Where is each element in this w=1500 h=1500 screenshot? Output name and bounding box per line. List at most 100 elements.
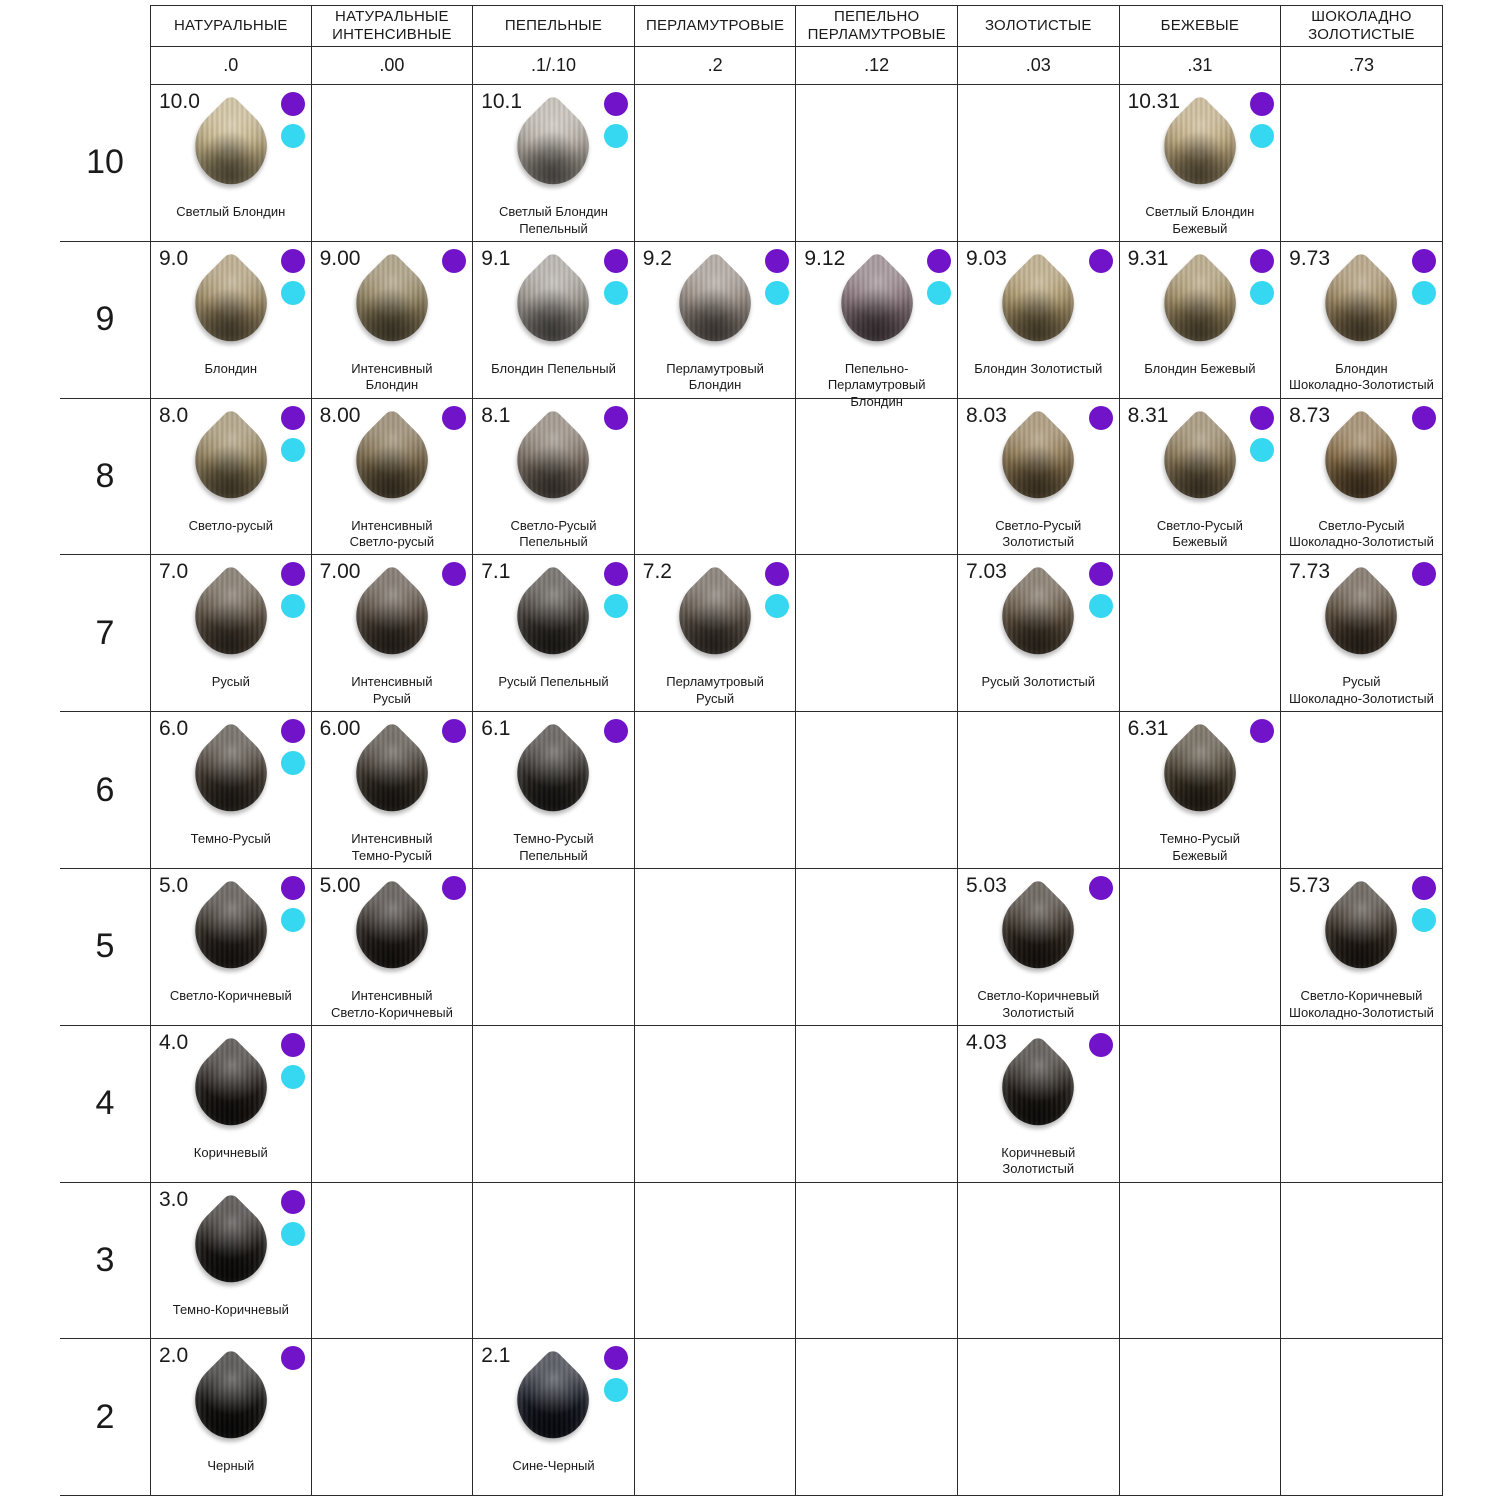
dot-indicators <box>280 1346 305 1371</box>
column-header-line: ИНТЕНСИВНЫЕ <box>332 26 452 43</box>
shade-label: Светло-Русый Золотистый <box>962 518 1115 551</box>
column-code: .03 <box>957 47 1120 85</box>
shade-cell: 6.31 Темно-Русый Бежевый <box>1119 712 1282 869</box>
shade-label: Черный <box>155 1458 307 1475</box>
shade-cell: 7.2 Перламутровый Русый <box>634 555 797 713</box>
shade-label-line: Шоколадно-Золотистый <box>1289 534 1434 550</box>
shade-code: 6.31 <box>1127 717 1169 741</box>
purple-dot-icon <box>603 248 628 273</box>
dot-indicators <box>765 248 790 305</box>
empty-cell <box>1281 712 1443 869</box>
color-chart: НАТУРАЛЬНЫЕ НАТУРАЛЬНЫЕ ИНТЕНСИВНЫЕ ПЕПЕЛЬН… <box>60 5 1443 1497</box>
shade-cell: 9.73 Блондин Шоколадно-Золотистый <box>1281 241 1443 399</box>
cyan-dot-icon <box>1088 594 1113 619</box>
purple-dot-icon <box>1250 719 1275 744</box>
empty-cell <box>957 712 1120 869</box>
shade-label: Перламутровый Русый <box>639 674 792 707</box>
cyan-dot-icon <box>1250 124 1275 148</box>
empty-cell <box>796 868 958 1026</box>
hair-swatch <box>501 1348 606 1453</box>
cyan-dot-icon <box>603 280 628 305</box>
empty-cell <box>957 1339 1120 1497</box>
shade-cell: 8.03 Светло-Русый Золотистый <box>957 398 1120 556</box>
empty-cell <box>1281 1339 1443 1497</box>
shade-label-line: Светло-Русый <box>1318 517 1405 533</box>
purple-dot-icon <box>926 248 951 273</box>
shade-label: Интенсивный Русый <box>316 674 469 707</box>
shade-label: Блондин <box>155 361 307 378</box>
column-header: ЗОЛОТИСТЫЕ <box>957 5 1120 47</box>
empty-cell <box>1281 85 1443 242</box>
shade-label-line: Блондин <box>688 377 742 393</box>
shade-label: Блондин Шоколадно-Золотистый <box>1285 361 1438 394</box>
dot-indicators <box>280 562 305 619</box>
shade-cell: 5.0 Светло-Коричневый <box>150 868 312 1026</box>
dot-indicators <box>280 1032 305 1089</box>
shade-cell: 8.31 Светло-Русый Бежевый <box>1119 398 1282 556</box>
dot-indicators <box>1088 875 1113 900</box>
shade-code: 8.31 <box>1127 403 1169 427</box>
cyan-dot-icon <box>926 280 951 305</box>
shade-label: Русый Золотистый <box>962 674 1115 691</box>
shade-cell: 7.03 Русый Золотистый <box>957 555 1120 713</box>
shade-cell: 6.0 Темно-Русый <box>150 712 312 869</box>
column-code: .73 <box>1281 47 1443 85</box>
hair-swatch <box>662 564 768 669</box>
column-code: .31 <box>1119 47 1282 85</box>
shade-cell: 7.73 Русый Шоколадно-Золотистый <box>1281 555 1443 713</box>
purple-dot-icon <box>442 875 467 900</box>
column-header-line: НАТУРАЛЬНЫЕ <box>335 7 449 25</box>
column-code: .00 <box>311 47 474 85</box>
cyan-dot-icon <box>765 594 790 619</box>
empty-cell <box>473 1025 635 1183</box>
shade-label: Темно-Русый Бежевый <box>1124 831 1277 864</box>
shade-label-line: Блондин Пепельный <box>491 360 616 376</box>
purple-dot-icon <box>1411 562 1436 587</box>
dot-indicators <box>603 248 628 305</box>
dot-indicators <box>1088 562 1113 619</box>
cyan-dot-icon <box>603 594 628 619</box>
hair-swatch <box>178 1348 284 1453</box>
hair-swatch <box>178 250 284 356</box>
shade-label: Коричневый Золотистый <box>962 1145 1115 1178</box>
shade-label: Русый Шоколадно-Золотистый <box>1285 674 1438 707</box>
shade-label: Светло-Русый Бежевый <box>1124 518 1277 551</box>
shade-label: Темно-Русый <box>155 831 307 848</box>
shade-label: Темно-Русый Пепельный <box>477 831 630 864</box>
empty-cell <box>796 555 958 713</box>
purple-dot-icon <box>1088 875 1113 900</box>
column-header-line: ЗОЛОТИСТЫЕ <box>984 16 1092 34</box>
purple-dot-icon <box>603 1346 628 1371</box>
shade-code: 3.0 <box>159 1187 189 1211</box>
shade-code: 9.2 <box>642 246 672 270</box>
shade-label: Светло-Русый Шоколадно-Золотистый <box>1285 518 1438 551</box>
shade-label: Сине-Черный <box>477 1458 630 1475</box>
shade-label-line: Золотистый <box>1002 534 1075 550</box>
hair-swatch <box>178 1034 284 1140</box>
column-code: .0 <box>150 47 312 85</box>
column-header: ШОКОЛАДНО ЗОЛОТИСТЫЕ <box>1281 5 1443 47</box>
dot-indicators <box>603 1346 628 1403</box>
shade-label: Интенсивный Темно-Русый <box>316 831 469 864</box>
shade-label-line: Русый Пепельный <box>498 674 609 690</box>
hair-swatch <box>178 407 284 512</box>
shade-label: Светло-Русый Пепельный <box>477 518 630 551</box>
shade-code: 10.0 <box>159 90 200 113</box>
shade-cell: 9.00 Интенсивный Блондин <box>311 241 474 399</box>
shade-cell: 10.1 Светлый Блондин Пепельный <box>473 85 635 242</box>
shade-label: Блондин Бежевый <box>1124 361 1277 378</box>
hair-swatch <box>501 564 606 669</box>
shade-code: 5.00 <box>319 873 361 897</box>
row-level-label: 5 <box>60 869 150 1026</box>
hair-swatch <box>178 1191 284 1296</box>
shade-cell: 7.1 Русый Пепельный <box>473 555 635 713</box>
shade-code: 4.03 <box>965 1030 1007 1054</box>
shade-label-line: Светлый Блондин <box>176 204 286 219</box>
shade-code: 8.03 <box>965 403 1007 427</box>
shade-label-line: Шоколадно-Золотистый <box>1289 691 1434 707</box>
shade-label: Блондин Золотистый <box>962 361 1115 378</box>
shade-code: 4.0 <box>159 1030 189 1054</box>
dot-indicators <box>1411 405 1436 430</box>
shade-code: 7.03 <box>965 560 1007 584</box>
column-header-line: ПЕРЛАМУТРОВЫЕ <box>807 26 946 43</box>
